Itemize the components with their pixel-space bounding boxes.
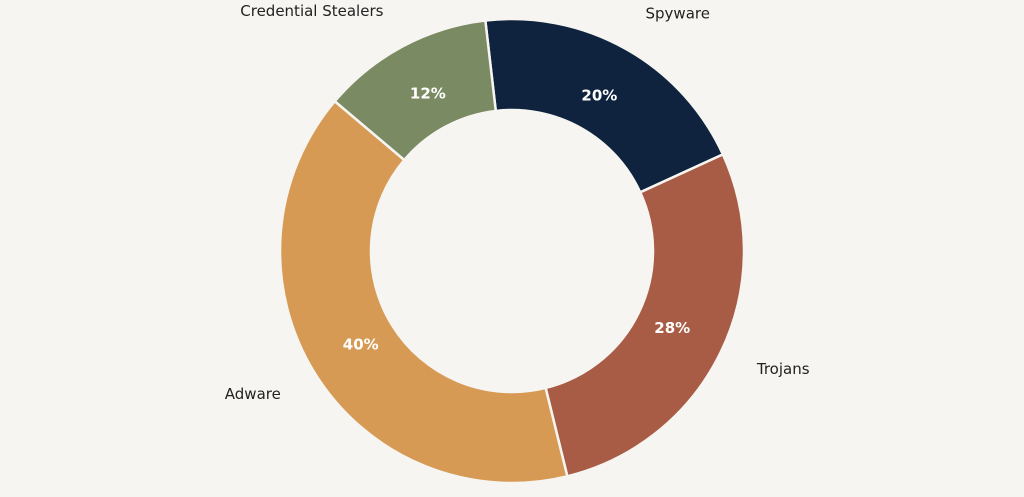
donut-slice bbox=[333, 19, 498, 162]
donut-slice bbox=[544, 152, 746, 478]
value-label: 20% bbox=[581, 86, 617, 104]
value-label: 12% bbox=[410, 85, 446, 103]
category-label: Credential Stealers bbox=[240, 2, 383, 20]
value-label: 28% bbox=[654, 319, 690, 337]
donut-slice bbox=[278, 99, 569, 485]
donut-slice bbox=[483, 17, 725, 194]
category-label: Adware bbox=[225, 385, 281, 403]
category-label: Spyware bbox=[646, 5, 710, 23]
category-label: Trojans bbox=[756, 360, 810, 378]
value-label: 40% bbox=[343, 335, 379, 353]
